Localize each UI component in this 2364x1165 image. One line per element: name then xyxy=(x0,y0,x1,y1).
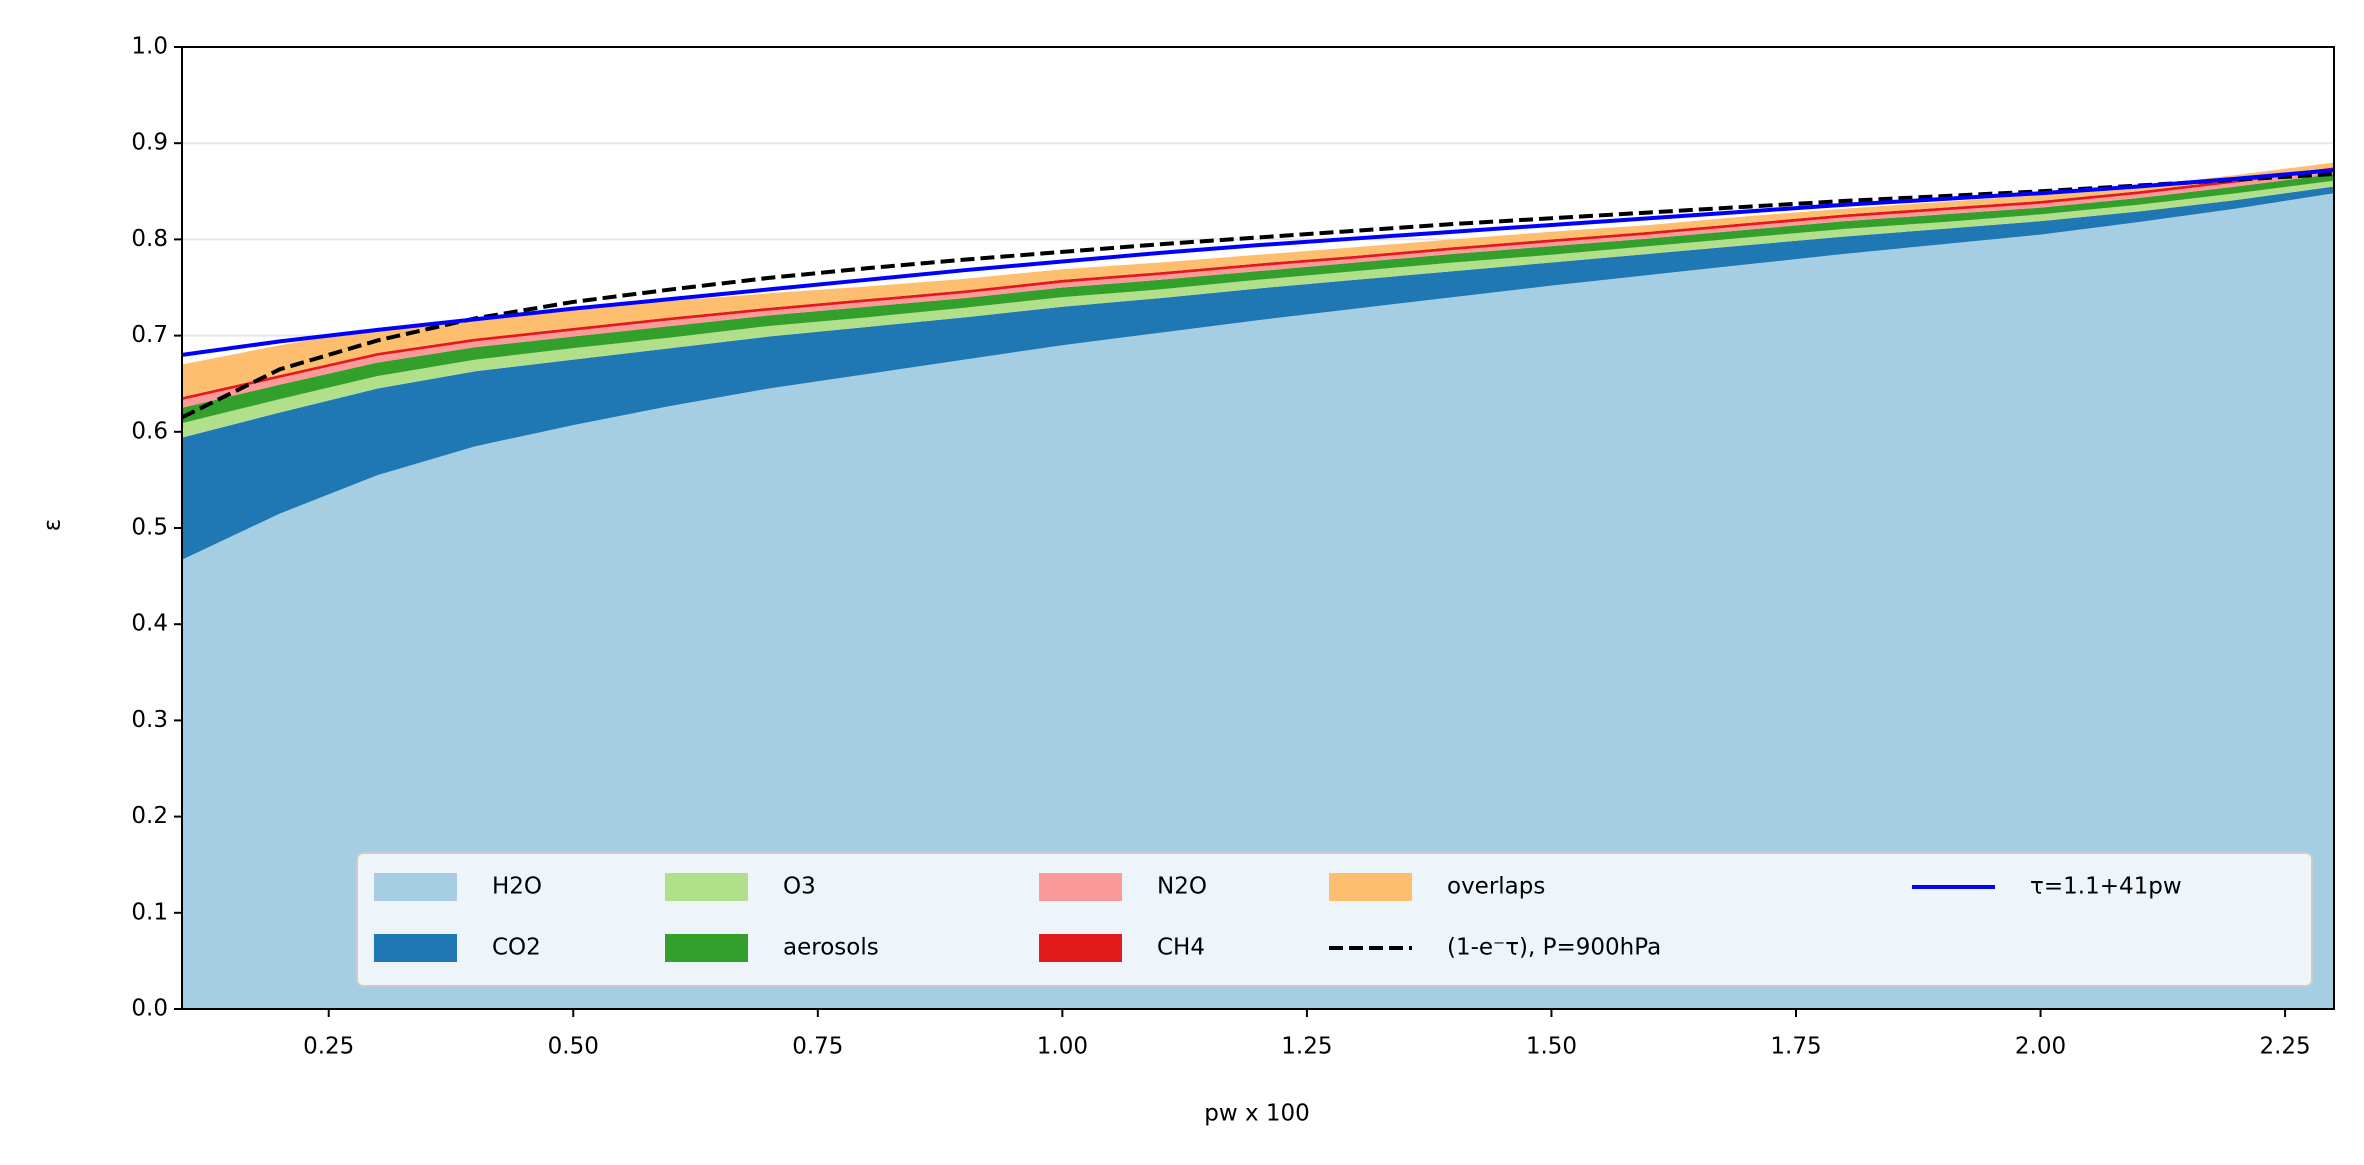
legend-label: aerosols xyxy=(783,935,879,961)
x-axis-label: pw x 100 xyxy=(1204,1101,1310,1127)
y-tick-label: 0.2 xyxy=(131,803,168,829)
plot-area xyxy=(182,162,2334,1009)
legend-swatch xyxy=(374,934,457,962)
legend-label: H2O xyxy=(492,874,542,900)
x-tick-label: 1.25 xyxy=(1281,1034,1332,1060)
y-tick-label: 0.9 xyxy=(131,130,168,156)
x-tick-label: 1.00 xyxy=(1037,1034,1088,1060)
y-tick-label: 0.3 xyxy=(131,707,168,733)
y-tick-label: 0.6 xyxy=(131,418,168,444)
x-tick-label: 0.25 xyxy=(303,1034,354,1060)
legend-label: CO2 xyxy=(492,935,541,961)
legend-swatch xyxy=(665,934,748,962)
line xyxy=(182,168,2334,357)
legend-label: N2O xyxy=(1157,874,1207,900)
x-tick-label: 1.50 xyxy=(1526,1034,1577,1060)
legend-box xyxy=(356,852,2313,987)
y-tick-label: 0.1 xyxy=(131,899,168,925)
y-tick-label: 0.7 xyxy=(131,322,168,348)
legend-swatch xyxy=(1039,934,1122,962)
legend-label: CH4 xyxy=(1157,935,1205,961)
x-tick-label: 1.75 xyxy=(1770,1034,1821,1060)
area-segment xyxy=(182,186,2334,560)
y-axis-label: ε xyxy=(40,519,66,531)
x-tick-label: 2.25 xyxy=(2259,1034,2310,1060)
x-tick-label: 2.00 xyxy=(2015,1034,2066,1060)
x-tick-label: 0.50 xyxy=(548,1034,599,1060)
y-tick-label: 1.0 xyxy=(131,34,168,60)
legend-label: (1-e⁻τ), P=900hPa xyxy=(1447,935,1661,961)
legend-label: overlaps xyxy=(1447,874,1545,900)
legend-label: τ=1.1+41pw xyxy=(2030,874,2182,900)
legend-swatch xyxy=(665,873,748,901)
legend-label: O3 xyxy=(783,874,816,900)
y-tick-label: 0.0 xyxy=(131,996,168,1022)
y-tick-label: 0.4 xyxy=(131,611,168,637)
y-tick-label: 0.8 xyxy=(131,226,168,252)
legend-swatch xyxy=(374,873,457,901)
y-tick-label: 0.5 xyxy=(131,515,168,541)
legend-swatch xyxy=(1039,873,1122,901)
legend-swatch xyxy=(1329,873,1412,901)
x-tick-label: 0.75 xyxy=(792,1034,843,1060)
